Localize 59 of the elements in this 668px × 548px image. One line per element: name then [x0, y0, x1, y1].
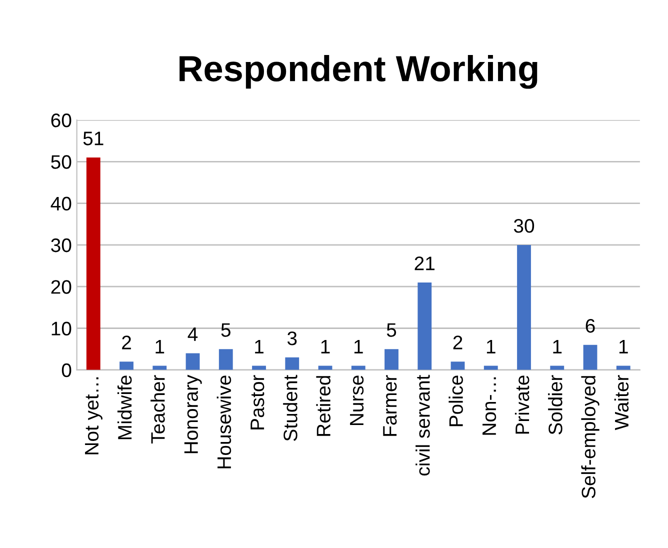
data-label: 3	[287, 331, 297, 346]
x-tick-label: Private	[514, 376, 530, 434]
bar	[450, 362, 465, 370]
bar	[583, 344, 598, 370]
data-label: 1	[255, 340, 264, 354]
bar	[152, 366, 167, 370]
data-label: 1	[321, 340, 330, 354]
x-tick-label: Farmer	[383, 375, 397, 436]
x-tick-label: Student	[283, 374, 298, 441]
x-tick-label: Housewive	[216, 376, 232, 468]
data-label: 2	[122, 336, 131, 350]
data-label: 21	[414, 256, 434, 270]
bar	[285, 357, 300, 370]
bar	[86, 157, 100, 370]
x-tick-label: Waiter	[614, 375, 629, 430]
x-tick-label: Police	[448, 376, 463, 426]
data-label: 2	[453, 336, 462, 350]
bar	[218, 349, 233, 370]
data-label: 4	[188, 327, 198, 341]
y-tick-label: 20	[51, 280, 72, 294]
bar	[252, 366, 266, 370]
x-tick-label: civil servant	[416, 374, 430, 476]
data-label: 1	[354, 340, 363, 354]
bar	[351, 366, 366, 370]
bar	[517, 244, 531, 370]
data-label: 1	[619, 340, 628, 354]
x-tick-label: Retired	[316, 376, 330, 436]
y-tick-label: 50	[51, 155, 72, 169]
x-tick-label: Midwife	[117, 376, 132, 440]
data-label: 5	[221, 323, 230, 337]
chart-title: Respondent Working	[180, 54, 538, 89]
x-tick-label: Not yet…	[85, 377, 102, 454]
bar	[550, 366, 564, 370]
bar	[616, 366, 630, 370]
x-tick-label: Self-employed	[581, 376, 600, 498]
data-label: 51	[83, 132, 104, 146]
data-label: 6	[586, 318, 595, 333]
y-tick-label: 10	[52, 322, 72, 336]
bar	[120, 362, 134, 370]
y-tick-label: 40	[50, 196, 72, 211]
data-label: 1	[156, 340, 164, 354]
x-tick-label: Teacher	[150, 375, 165, 444]
bar	[418, 282, 432, 370]
data-label: 30	[514, 219, 534, 233]
y-tick-label: 30	[51, 238, 72, 252]
bar	[186, 353, 200, 370]
x-tick-label: Non-…	[482, 377, 496, 435]
data-label: 5	[386, 323, 396, 337]
x-tick-label: Soldier	[548, 375, 562, 434]
data-label: 1	[553, 340, 562, 354]
y-tick-label: 0	[62, 363, 72, 378]
bar	[318, 366, 332, 370]
y-tick-label: 60	[51, 113, 72, 128]
bar	[384, 349, 398, 370]
x-tick-label: Pastor	[250, 375, 264, 430]
bar	[484, 366, 498, 370]
x-tick-label: Honorary	[184, 374, 202, 454]
data-label: 1	[486, 340, 496, 354]
x-tick-label: Nurse	[350, 376, 364, 426]
